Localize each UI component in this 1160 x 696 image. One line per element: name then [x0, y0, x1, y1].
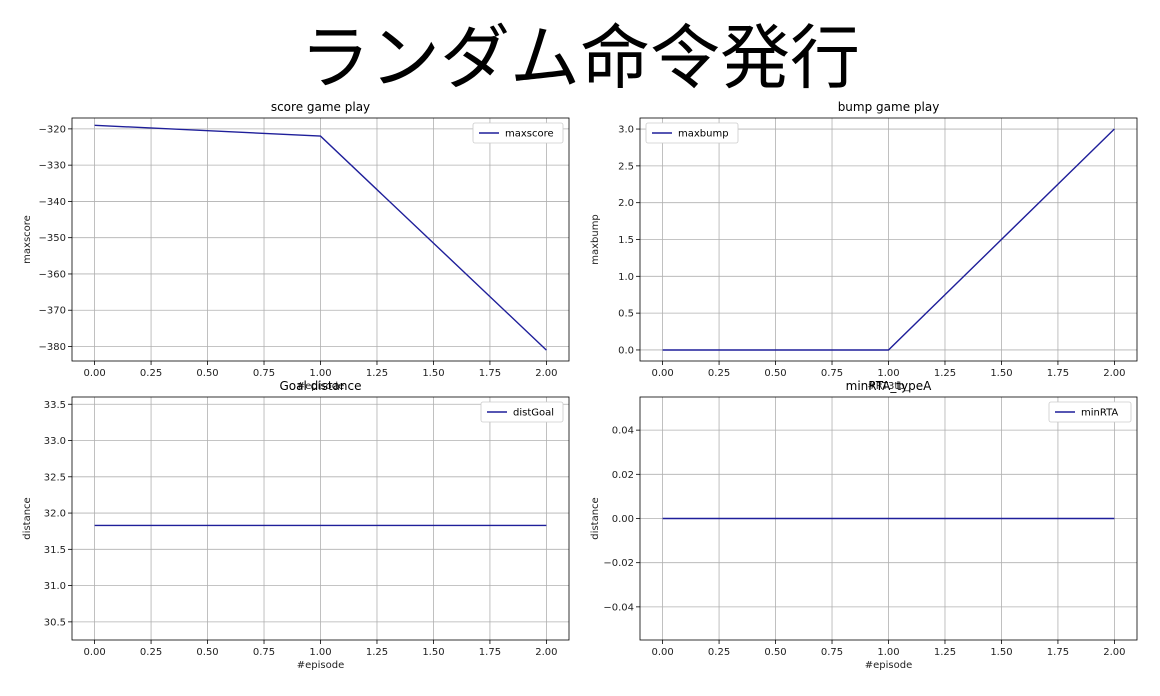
y-tick-label: 0.02 — [612, 470, 634, 481]
x-tick-label: 1.00 — [309, 368, 331, 379]
y-tick-label: −320 — [39, 124, 66, 135]
y-tick-label: −330 — [39, 161, 66, 172]
x-tick-label: 2.00 — [535, 368, 557, 379]
y-axis-label: maxbump — [590, 214, 601, 265]
y-tick-label: 32.0 — [44, 509, 66, 520]
chart-title: Goal distance — [280, 379, 362, 393]
plot-frame — [71, 396, 570, 641]
y-axis-label: distance — [590, 497, 601, 539]
legend-box — [472, 122, 564, 144]
x-tick-label: 1.75 — [1047, 368, 1069, 379]
x-tick-label: 0.25 — [708, 368, 730, 379]
x-axis-label: #RT3tb_ — [867, 381, 910, 392]
x-tick-label: 2.00 — [535, 647, 557, 658]
x-tick-label: 0.00 — [83, 368, 105, 379]
y-tick-label: 33.5 — [44, 400, 66, 411]
y-tick-label: 31.5 — [44, 545, 66, 556]
x-tick-label: 0.25 — [140, 368, 162, 379]
plot-frame — [639, 117, 1138, 362]
x-tick-label: 1.50 — [422, 368, 444, 379]
legend: minRTA — [1048, 401, 1132, 423]
x-tick-label: 0.75 — [821, 647, 843, 658]
legend-box — [480, 401, 564, 423]
x-tick-label: 0.75 — [253, 647, 275, 658]
page-title: ランダム命令発行 — [300, 17, 860, 99]
x-tick-label: 0.00 — [651, 368, 673, 379]
x-tick-label: 1.25 — [366, 368, 388, 379]
legend-box — [645, 122, 739, 144]
x-tick-label: 1.00 — [309, 647, 331, 658]
x-tick-label: 1.25 — [934, 647, 956, 658]
legend: distGoal — [480, 401, 564, 423]
x-tick-label: 1.00 — [877, 647, 899, 658]
legend-box — [1048, 401, 1132, 423]
y-axis-label: distance — [22, 497, 33, 539]
chart-title: bump game play — [838, 100, 940, 114]
y-axis-label: maxscore — [22, 215, 33, 264]
y-tick-label: 0.00 — [612, 514, 634, 525]
legend-label: maxbump — [678, 129, 729, 140]
chart-title: minRTA_typeA — [846, 379, 933, 393]
y-tick-label: 0.0 — [618, 345, 634, 356]
x-tick-label: 0.50 — [196, 647, 218, 658]
y-tick-label: −380 — [39, 342, 66, 353]
y-tick-label: 0.04 — [612, 426, 634, 437]
x-tick-label: 1.50 — [990, 647, 1012, 658]
x-tick-label: 0.00 — [83, 647, 105, 658]
x-tick-label: 1.50 — [422, 647, 444, 658]
x-tick-label: 0.75 — [253, 368, 275, 379]
legend-label: minRTA — [1081, 408, 1118, 419]
x-tick-label: 0.75 — [821, 368, 843, 379]
y-tick-label: 1.5 — [618, 235, 634, 246]
x-tick-label: 0.50 — [764, 368, 786, 379]
y-tick-label: 31.0 — [44, 581, 66, 592]
y-tick-label: 30.5 — [44, 617, 66, 628]
y-tick-label: −340 — [39, 197, 66, 208]
y-tick-label: 3.0 — [618, 125, 634, 136]
legend: maxscore — [472, 122, 564, 144]
x-tick-label: 2.00 — [1103, 368, 1125, 379]
legend: maxbump — [645, 122, 739, 144]
plot-frame — [639, 396, 1138, 641]
x-tick-label: 1.75 — [479, 647, 501, 658]
y-tick-label: 2.5 — [618, 161, 634, 172]
x-axis-label: #episode — [297, 381, 345, 392]
x-tick-label: 1.25 — [366, 647, 388, 658]
plot-frame — [71, 117, 570, 362]
x-axis-label: #episode — [865, 660, 913, 671]
x-axis-label: #episode — [297, 660, 345, 671]
y-tick-label: 2.0 — [618, 198, 634, 209]
x-tick-label: 2.00 — [1103, 647, 1125, 658]
legend-label: distGoal — [513, 408, 554, 419]
y-tick-label: 0.5 — [618, 309, 634, 320]
y-tick-label: −0.02 — [603, 558, 634, 569]
y-tick-label: −370 — [39, 306, 66, 317]
y-tick-label: 1.0 — [618, 272, 634, 283]
y-tick-label: −360 — [39, 269, 66, 280]
y-tick-label: −0.04 — [603, 602, 634, 613]
y-tick-label: 33.0 — [44, 436, 66, 447]
y-tick-label: 32.5 — [44, 472, 66, 483]
chart-title: score game play — [271, 100, 370, 114]
x-tick-label: 1.00 — [877, 368, 899, 379]
x-tick-label: 0.00 — [651, 647, 673, 658]
x-tick-label: 0.50 — [764, 647, 786, 658]
legend-label: maxscore — [505, 129, 554, 140]
x-tick-label: 1.75 — [479, 368, 501, 379]
x-tick-label: 0.50 — [196, 368, 218, 379]
x-tick-label: 1.25 — [934, 368, 956, 379]
y-tick-label: −350 — [39, 233, 66, 244]
x-tick-label: 1.50 — [990, 368, 1012, 379]
x-tick-label: 0.25 — [140, 647, 162, 658]
x-tick-label: 1.75 — [1047, 647, 1069, 658]
x-tick-label: 0.25 — [708, 647, 730, 658]
